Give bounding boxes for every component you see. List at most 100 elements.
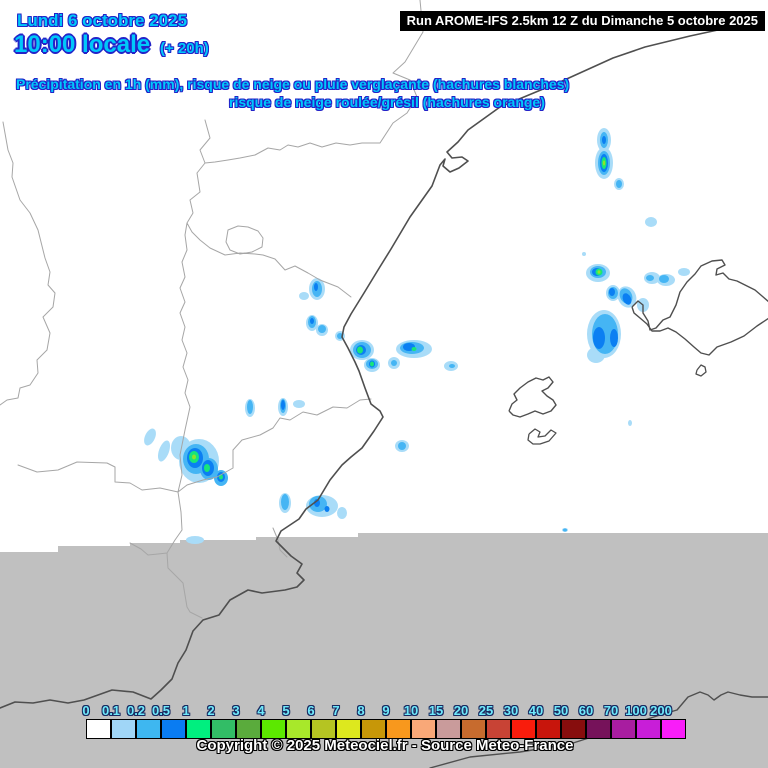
precip-cell-light	[582, 252, 586, 256]
scale-swatch-8	[361, 719, 386, 739]
precip-cell-mid	[247, 400, 253, 414]
precip-cell-mid	[616, 180, 622, 188]
time-label: 10:00 locale	[14, 31, 151, 58]
scale-label-70: 70	[603, 703, 619, 718]
precip-cell-deep	[324, 506, 330, 512]
precip-cell-lime	[602, 160, 606, 166]
scale-label-200: 200	[650, 703, 672, 718]
precip-cell-green	[204, 464, 210, 472]
precip-cell-mid	[391, 360, 397, 366]
scale-label-3: 3	[232, 703, 240, 718]
scale-swatch-200	[661, 719, 686, 739]
precip-cell-lime	[597, 270, 601, 274]
scale-swatch-60	[586, 719, 611, 739]
scale-label-0.1: 0.1	[101, 703, 121, 718]
precip-cell-green	[357, 346, 363, 354]
precip-cell-deep	[314, 283, 318, 291]
precipitation-cells	[144, 128, 690, 544]
legend-line-2: risque de neige roulée/grésil (hachures …	[229, 94, 545, 110]
scale-label-1: 1	[182, 703, 190, 718]
scale-label-30: 30	[503, 703, 519, 718]
scale-swatch-15	[436, 719, 461, 739]
scale-swatch-0.2	[136, 719, 161, 739]
scale-label-6: 6	[307, 703, 315, 718]
scale-swatch-10	[411, 719, 436, 739]
scale-label-10: 10	[403, 703, 419, 718]
scale-label-5: 5	[282, 703, 290, 718]
no-data-region	[0, 533, 768, 768]
precip-cell-mid	[398, 442, 406, 450]
precip-cell-mid	[659, 275, 669, 283]
precip-cell-light	[299, 292, 309, 300]
scale-swatch-3	[236, 719, 261, 739]
precip-cell-mid	[318, 325, 326, 333]
island-ibiza	[508, 376, 557, 418]
scale-swatch-5	[286, 719, 311, 739]
scale-swatch-25	[486, 719, 511, 739]
africa-coastline	[429, 691, 768, 768]
scale-label-20: 20	[453, 703, 469, 718]
scale-swatch-40	[536, 719, 561, 739]
legend-line-1: Précipitation en 1h (mm), risque de neig…	[16, 76, 570, 92]
scale-swatch-6	[311, 719, 336, 739]
precip-cell-mid	[646, 275, 654, 281]
scale-label-0: 0	[82, 703, 90, 718]
precip-cell-mid	[449, 364, 455, 368]
precip-cell-deep	[609, 288, 615, 296]
precip-cell-mid	[281, 494, 289, 510]
scale-label-9: 9	[382, 703, 390, 718]
copyright-label: Copyright © 2025 Meteociel.fr - Source M…	[196, 737, 574, 754]
scale-label-7: 7	[332, 703, 340, 718]
scale-swatch-20	[461, 719, 486, 739]
scale-swatch-0	[86, 719, 111, 739]
scale-swatch-50	[561, 719, 586, 739]
precip-cell-light	[186, 536, 204, 544]
scale-label-2: 2	[207, 703, 215, 718]
scale-swatch-1	[186, 719, 211, 739]
scale-label-50: 50	[553, 703, 569, 718]
precip-cell-deep	[610, 329, 618, 347]
scale-swatch-4	[261, 719, 286, 739]
precip-cell-light	[645, 217, 657, 227]
precip-cell-lime	[192, 454, 196, 460]
scale-label-4: 4	[257, 703, 265, 718]
precip-cell-light	[628, 420, 632, 426]
precip-cell-green	[370, 361, 374, 367]
scale-swatch-0.1	[111, 719, 136, 739]
scale-label-8: 8	[357, 703, 365, 718]
precip-cell-light	[144, 428, 156, 446]
scale-swatch-7	[336, 719, 361, 739]
scale-swatch-0.5	[161, 719, 186, 739]
scale-swatch-70	[611, 719, 636, 739]
run-info-box: Run AROME-IFS 2.5km 12 Z du Dimanche 5 o…	[399, 11, 765, 31]
scale-label-25: 25	[478, 703, 494, 718]
island-mallorca	[631, 259, 768, 356]
date-label: Lundi 6 octobre 2025	[17, 11, 188, 30]
precip-cell-green	[411, 347, 417, 351]
scale-label-15: 15	[428, 703, 444, 718]
scale-swatch-100	[636, 719, 661, 739]
island-formentera	[527, 428, 557, 445]
precip-cell-deep	[310, 318, 314, 324]
precip-cell-light	[678, 268, 690, 276]
scale-swatch-9	[386, 719, 411, 739]
scale-swatch-2	[211, 719, 236, 739]
coastline	[0, 27, 728, 709]
scale-label-100: 100	[625, 703, 647, 718]
precip-cell-deep	[622, 293, 632, 305]
scale-label-0.2: 0.2	[126, 703, 146, 718]
scale-label-60: 60	[578, 703, 594, 718]
precip-cell-deep	[593, 327, 605, 349]
precip-cell-deep	[602, 136, 606, 144]
precip-cell-light	[293, 400, 305, 408]
scale-label-40: 40	[528, 703, 544, 718]
precip-cell-deep	[281, 400, 285, 410]
scale-swatch-30	[511, 719, 536, 739]
precip-cell-light	[337, 507, 347, 519]
precip-cell-light	[157, 440, 171, 462]
precip-cell-mid	[563, 528, 567, 532]
forecast-offset-label: (+ 20h)	[160, 40, 209, 57]
scale-label-0.5: 0.5	[151, 703, 171, 718]
